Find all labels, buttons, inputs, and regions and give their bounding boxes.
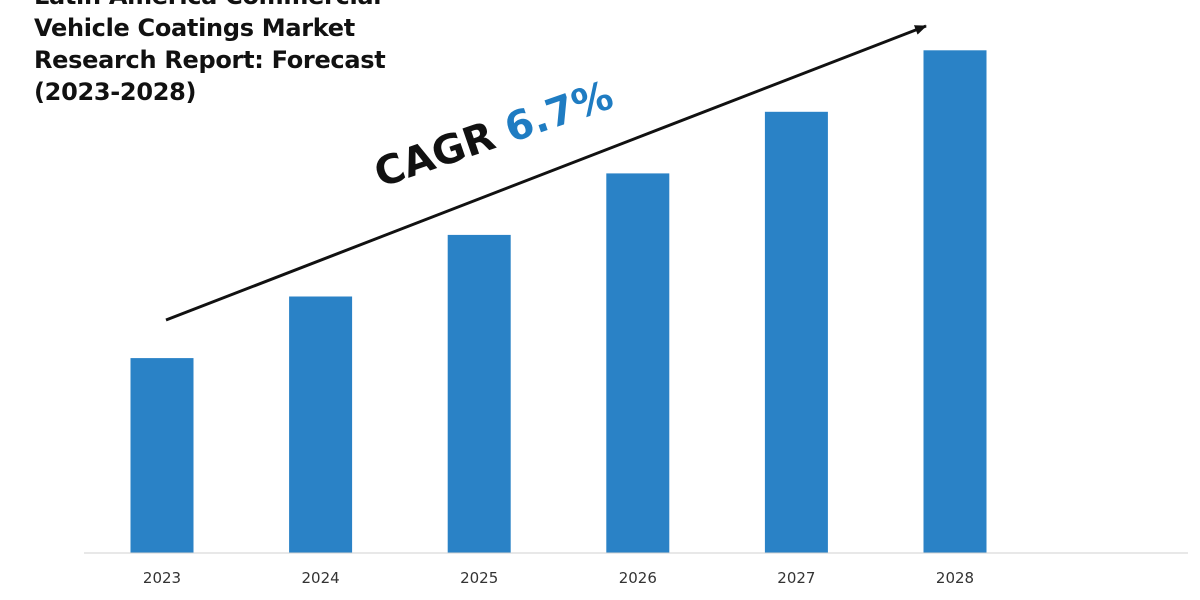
tick-label-2028: 2028 [936,569,974,587]
bar-2026 [606,173,670,553]
bar-2027 [764,111,828,554]
title-line-2: Vehicle Coatings Market [34,14,355,42]
title-line-1: Latin America Commercial [34,0,385,12]
tick-label-2027: 2027 [777,569,815,587]
bar-2028 [923,50,987,554]
bar-2024 [289,296,353,553]
bars-group [130,50,987,554]
tick-label-2026: 2026 [619,569,657,587]
bar-2023 [130,358,194,553]
chart-title: Latin America Commercial Vehicle Coating… [34,0,386,108]
title-line-3: Research Report: Forecast [34,46,386,74]
bar-2025 [447,234,511,553]
tick-label-2023: 2023 [143,569,181,587]
title-line-4: (2023-2028) [34,78,197,106]
trend-arrow [165,24,927,322]
tick-label-2024: 2024 [302,569,340,587]
tick-label-2025: 2025 [460,569,498,587]
x-tick-labels: 2023 2024 2025 2026 2027 2028 [143,569,974,587]
